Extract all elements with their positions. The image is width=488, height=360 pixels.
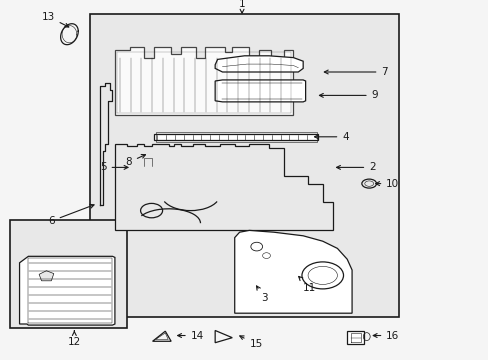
Text: 1: 1	[238, 0, 245, 13]
Polygon shape	[20, 256, 115, 325]
Text: 10: 10	[375, 179, 399, 189]
Text: 7: 7	[324, 67, 387, 77]
Text: 2: 2	[336, 162, 375, 172]
Text: 5: 5	[100, 162, 128, 172]
Text: 8: 8	[125, 154, 145, 167]
Text: 16: 16	[372, 330, 399, 341]
Polygon shape	[115, 144, 332, 230]
Polygon shape	[215, 56, 303, 72]
Text: 13: 13	[41, 12, 69, 27]
Text: 6: 6	[48, 204, 94, 226]
Text: 9: 9	[319, 90, 378, 100]
Polygon shape	[154, 134, 317, 140]
Text: 15: 15	[239, 336, 262, 349]
Polygon shape	[39, 271, 54, 281]
Bar	[10, 220, 127, 328]
Polygon shape	[115, 47, 293, 115]
Polygon shape	[215, 80, 305, 102]
Text: 11: 11	[298, 276, 316, 293]
Polygon shape	[234, 230, 351, 313]
Bar	[90, 14, 398, 317]
Text: 12: 12	[67, 331, 81, 347]
Text: 3: 3	[256, 286, 268, 303]
Text: 14: 14	[177, 330, 203, 341]
Text: 4: 4	[314, 132, 348, 142]
Polygon shape	[346, 331, 364, 344]
